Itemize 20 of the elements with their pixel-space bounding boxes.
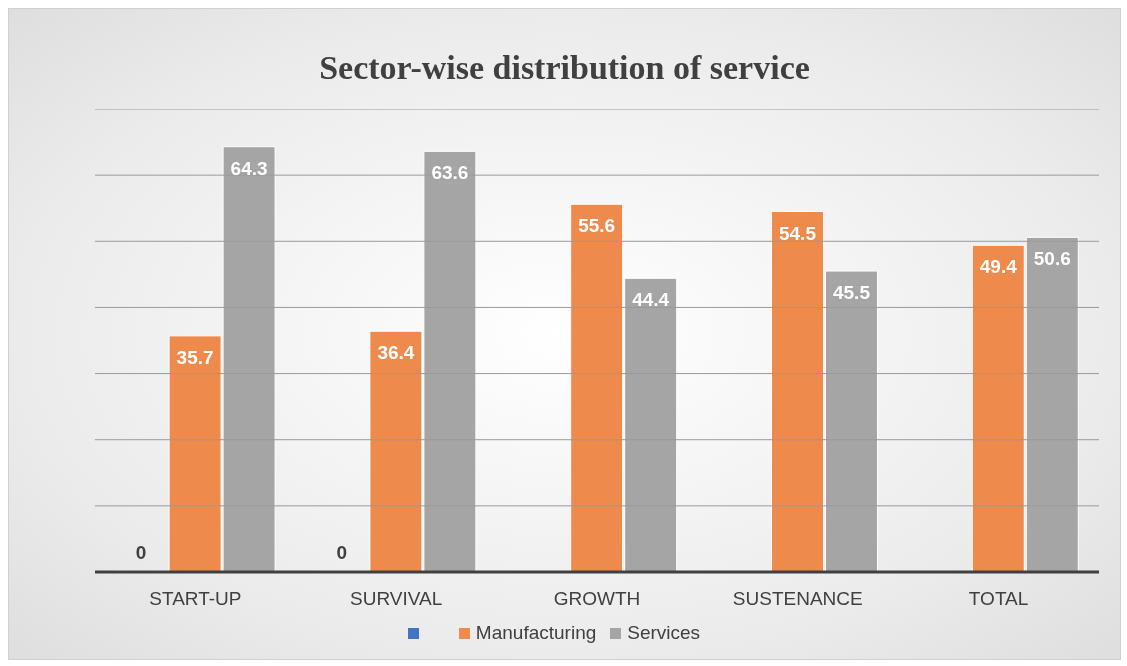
data-label: 0 (135, 542, 147, 563)
text: Services (627, 622, 701, 644)
x-tick-label: GROWTH (553, 588, 641, 610)
data-label: 54.5 (778, 222, 817, 244)
data-label: 36.4 (377, 342, 415, 364)
data-label: 49.4 (979, 256, 1018, 278)
chart-title: Sector-wise distribution of service (318, 48, 811, 88)
data-label: 0 (336, 542, 348, 563)
data-label: 55.6 (578, 215, 616, 237)
legend-label: Manufacturing (475, 622, 597, 644)
x-tick-label: TOTAL (968, 588, 1029, 610)
x-tick-label: SUSTENANCE (732, 588, 863, 610)
data-label: 35.7 (176, 346, 214, 368)
data-label: 45.5 (832, 282, 871, 304)
x-tick-label: START-UP (149, 588, 242, 610)
data-label: 44.4 (632, 289, 670, 311)
x-tick-label: SURVIVAL (350, 588, 443, 610)
data-label: 64.3 (230, 157, 268, 179)
data-label: 50.6 (1033, 248, 1071, 270)
data-label: 63.6 (431, 162, 469, 184)
